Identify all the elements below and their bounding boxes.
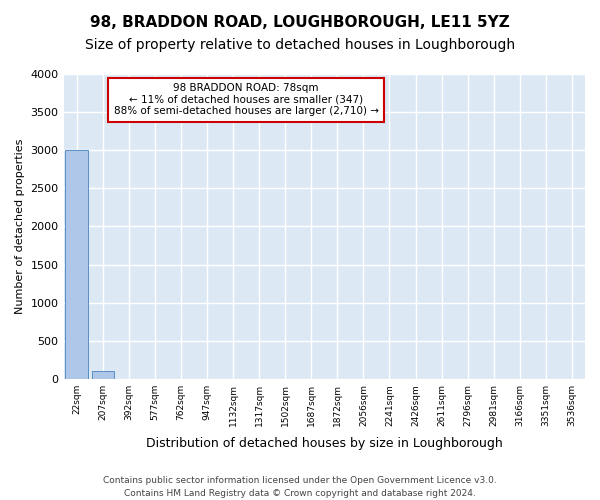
Text: 98 BRADDON ROAD: 78sqm
← 11% of detached houses are smaller (347)
88% of semi-de: 98 BRADDON ROAD: 78sqm ← 11% of detached…: [113, 83, 379, 116]
Bar: [65, 150, 88, 379]
Y-axis label: Number of detached properties: Number of detached properties: [15, 139, 25, 314]
X-axis label: Distribution of detached houses by size in Loughborough: Distribution of detached houses by size …: [146, 437, 503, 450]
Text: 98, BRADDON ROAD, LOUGHBOROUGH, LE11 5YZ: 98, BRADDON ROAD, LOUGHBOROUGH, LE11 5YZ: [90, 15, 510, 30]
Text: Contains HM Land Registry data © Crown copyright and database right 2024.: Contains HM Land Registry data © Crown c…: [124, 488, 476, 498]
Bar: [92, 370, 114, 379]
Text: Contains public sector information licensed under the Open Government Licence v3: Contains public sector information licen…: [103, 476, 497, 485]
Text: Size of property relative to detached houses in Loughborough: Size of property relative to detached ho…: [85, 38, 515, 52]
